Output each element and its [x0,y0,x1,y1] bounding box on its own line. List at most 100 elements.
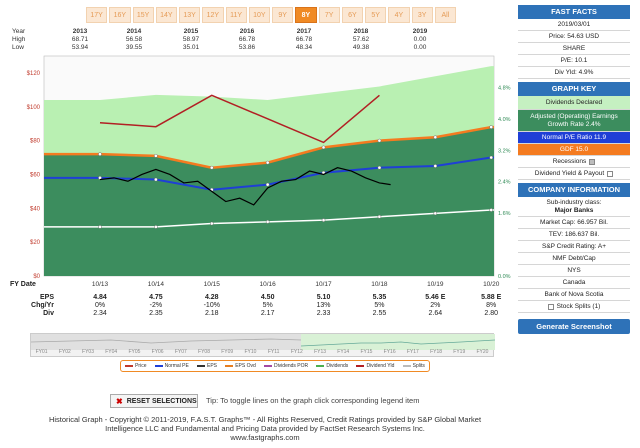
key-recessions[interactable]: Recessions [518,156,630,168]
timeline-year: FY11 [267,349,280,355]
market-cap: Market Cap: 66.957 Bil. [518,217,630,229]
y-tick-right: 0.0% [498,274,511,280]
y-tick-left: $60 [30,172,41,178]
stock-splits[interactable]: Stock Splits (1) [518,301,630,313]
y-tick-right: 2.4% [498,180,511,186]
hilo-years-cell: 2014 [126,28,142,35]
legend-item[interactable]: EPS Ovd [225,363,256,369]
chg-cell: -10% [203,302,220,309]
eps-cell: 5.88 E [481,294,502,301]
graph-key-title: GRAPH KEY [518,82,630,96]
x-tick: 10/19 [427,281,444,288]
range-tab-13y[interactable]: 13Y [179,7,201,23]
fast-graph-chart[interactable]: $0 $20 $40 $60 $80 $100 $120 0.0% 1.6% 2.4% 3.2% 4.… [0,0,520,300]
timeline-year: FY20 [476,349,489,355]
yield-checkbox[interactable] [607,170,614,177]
range-tab-16y[interactable]: 16Y [109,7,131,23]
data-point [265,160,270,165]
splits-checkbox[interactable] [547,303,554,310]
price-line [99,167,391,206]
y-tick-right: 3.2% [498,148,511,154]
timeline-year: FY02 [58,349,71,355]
fast-facts-panel: FAST FACTS 2019/03/01 Price: 54.63 USD S… [518,5,630,334]
hilo-high-cell: 66.78 [295,36,313,43]
price-value: Price: 54.63 USD [518,31,630,43]
hilo-high-cell: 57.62 [352,36,370,43]
range-tab-7y[interactable]: 7Y [318,7,340,23]
range-tab-14y[interactable]: 14Y [155,7,177,23]
recessions-checkbox[interactable] [589,158,596,165]
eps-cell: 4.84 [93,294,107,301]
chg-cell: 8% [486,302,497,309]
timeline-year: FY06 [151,349,164,355]
key-growth[interactable]: Adjusted (Operating) Earnings Growth Rat… [518,110,630,132]
range-tab-3y[interactable]: 3Y [411,7,433,23]
hilo-low-cell: 35.01 [182,44,200,51]
legend-swatch [225,365,234,367]
range-tab-4y[interactable]: 4Y [388,7,410,23]
stock-splits-label: Stock Splits (1) [556,302,601,310]
legend-item[interactable]: Normal PE [154,363,189,369]
key-gdf[interactable]: GDF 15.0 [518,144,630,156]
key-yield-label: Dividend Yield & Payout [534,169,605,177]
exchange: NYS [518,265,630,277]
div-cell: 2.18 [204,310,219,317]
timeline-year: FY14 [337,349,350,355]
reset-selections-button[interactable]: ✖ RESET SELECTIONS [110,394,198,408]
footer-line-1: Historical Graph - Copyright © 2011-2019… [48,415,482,424]
data-point [377,165,382,170]
generate-screenshot-button[interactable]: Generate Screenshot [518,319,630,334]
subindustry: Sub-industry class: Major Banks [518,197,630,217]
range-tab-9y[interactable]: 9Y [272,7,294,23]
y-tick-left: $100 [27,105,41,111]
x-tick: 10/20 [483,281,500,288]
range-tab-6y[interactable]: 6Y [341,7,363,23]
timeline-slider[interactable] [30,333,495,357]
key-recessions-label: Recessions [552,157,587,165]
chart-legend[interactable]: Price Normal PE EPS EPS Ovd Dividends POR Div… [120,360,430,372]
range-tab-10y[interactable]: 10Y [248,7,270,23]
legend-item[interactable]: Splits [402,363,425,369]
range-tab-all[interactable]: All [434,7,456,23]
timeline-year: FY07 [174,349,187,355]
earnings-area [44,127,494,276]
key-dividends[interactable]: Dividends Declared [518,96,630,110]
key-yield-payout[interactable]: Dividend Yield & Payout [518,168,630,180]
footer-line-2: Intelligence LLC and Fundamental and Pri… [105,424,425,433]
key-normal-pe[interactable]: Normal P/E Ratio 11.9 [518,132,630,144]
low-label: Low [12,44,24,51]
legend-item[interactable]: Dividends POR [263,363,309,369]
eps-cell: 4.50 [260,294,275,301]
timeline-year: FY18 [430,349,443,355]
div-label: Div [43,310,54,317]
range-tab-12y[interactable]: 12Y [202,7,224,23]
x-tick: 10/17 [315,281,332,288]
timeline-year: FY04 [105,349,118,355]
legend-item[interactable]: Price [125,363,146,369]
div-yield-value: Div Yld: 4.9% [518,67,630,79]
legend-item[interactable]: Dividend Yld [356,363,394,369]
range-tab-17y[interactable]: 17Y [86,7,108,23]
legend-item[interactable]: EPS [197,363,217,369]
legend-label: Dividends [326,363,349,369]
hilo-years-cell: 2018 [353,28,369,35]
normal-pe-line [44,156,494,191]
range-tab-8y[interactable]: 8Y [295,7,317,23]
data-point [98,225,102,229]
range-tab-15y[interactable]: 15Y [132,7,154,23]
hilo-high-cell: 58.97 [182,36,200,43]
data-point [489,208,494,212]
range-tab-5y[interactable]: 5Y [365,7,387,23]
legend-item[interactable]: Dividends [316,363,348,369]
eps-cell: 4.28 [204,294,219,301]
legend-label: Dividends POR [273,363,309,369]
y-tick-right: 4.0% [498,117,511,123]
hilo-low-cell: 48.34 [295,44,313,51]
div-cell: 2.35 [149,310,163,317]
y-tick-left: $20 [30,240,41,246]
range-tab-11y[interactable]: 11Y [225,7,247,23]
high-label: High [12,36,26,43]
key-dividends-label: Dividends Declared [545,98,603,106]
legend-swatch [356,365,365,367]
key-normal-pe-label: Normal P/E Ratio 11.9 [541,133,607,141]
